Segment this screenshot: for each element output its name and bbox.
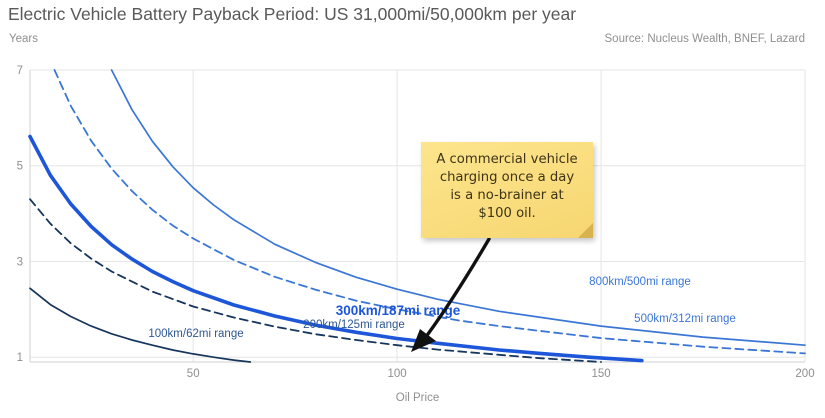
x-tick-label: 200 bbox=[795, 368, 814, 380]
source-label: Source: Nucleus Wealth, BNEF, Lazard bbox=[604, 33, 806, 45]
series-label-200km-125mi-range: 200km/125mi range bbox=[303, 319, 405, 331]
annotation-arrow bbox=[411, 237, 491, 352]
grid-layer: 1 3 5 7 50 100 150 200 bbox=[17, 65, 815, 380]
note-text-line: A commercial vehicle bbox=[436, 152, 578, 167]
x-tick-label: 100 bbox=[388, 368, 407, 380]
arrow-head-icon bbox=[411, 329, 436, 352]
y-tick-label: 3 bbox=[17, 257, 23, 269]
x-tick-label: 50 bbox=[187, 368, 200, 380]
series-label-300km-187mi-range: 300km/187mi range bbox=[336, 303, 461, 318]
x-tick-label: 150 bbox=[592, 368, 611, 380]
series-label-800km-500mi-range: 800km/500mi range bbox=[589, 276, 691, 288]
arrow-shaft bbox=[426, 237, 491, 336]
y-axis-unit-label: Years bbox=[9, 33, 38, 45]
series-layer bbox=[28, 69, 806, 363]
note-text-line: $100 oil. bbox=[478, 206, 536, 221]
y-tick-label: 7 bbox=[17, 65, 23, 77]
series-label-layer: 800km/500mi range 500km/312mi range 300km/… bbox=[148, 276, 735, 340]
curve-300km-187mi-range bbox=[28, 134, 644, 363]
curve-200km-125mi-range bbox=[29, 198, 602, 363]
series-label-100km-62mi-range: 100km/62mi range bbox=[148, 328, 243, 340]
curve-100km-62mi-range bbox=[29, 287, 252, 363]
curve-800km-500mi-range bbox=[110, 69, 806, 347]
y-tick-label: 5 bbox=[17, 161, 23, 173]
series-label-500km-312mi-range: 500km/312mi range bbox=[634, 313, 736, 325]
note-text-line: is a no-brainer at bbox=[450, 188, 564, 203]
curve-500km-312mi-range bbox=[53, 69, 806, 355]
note-text-line: charging once a day bbox=[439, 170, 575, 185]
y-tick-label: 1 bbox=[17, 352, 23, 364]
chart-title: Electric Vehicle Battery Payback Period:… bbox=[8, 4, 577, 24]
x-axis-title: Oil Price bbox=[395, 392, 440, 404]
sticky-note: A commercial vehicle charging once a day… bbox=[421, 142, 593, 238]
